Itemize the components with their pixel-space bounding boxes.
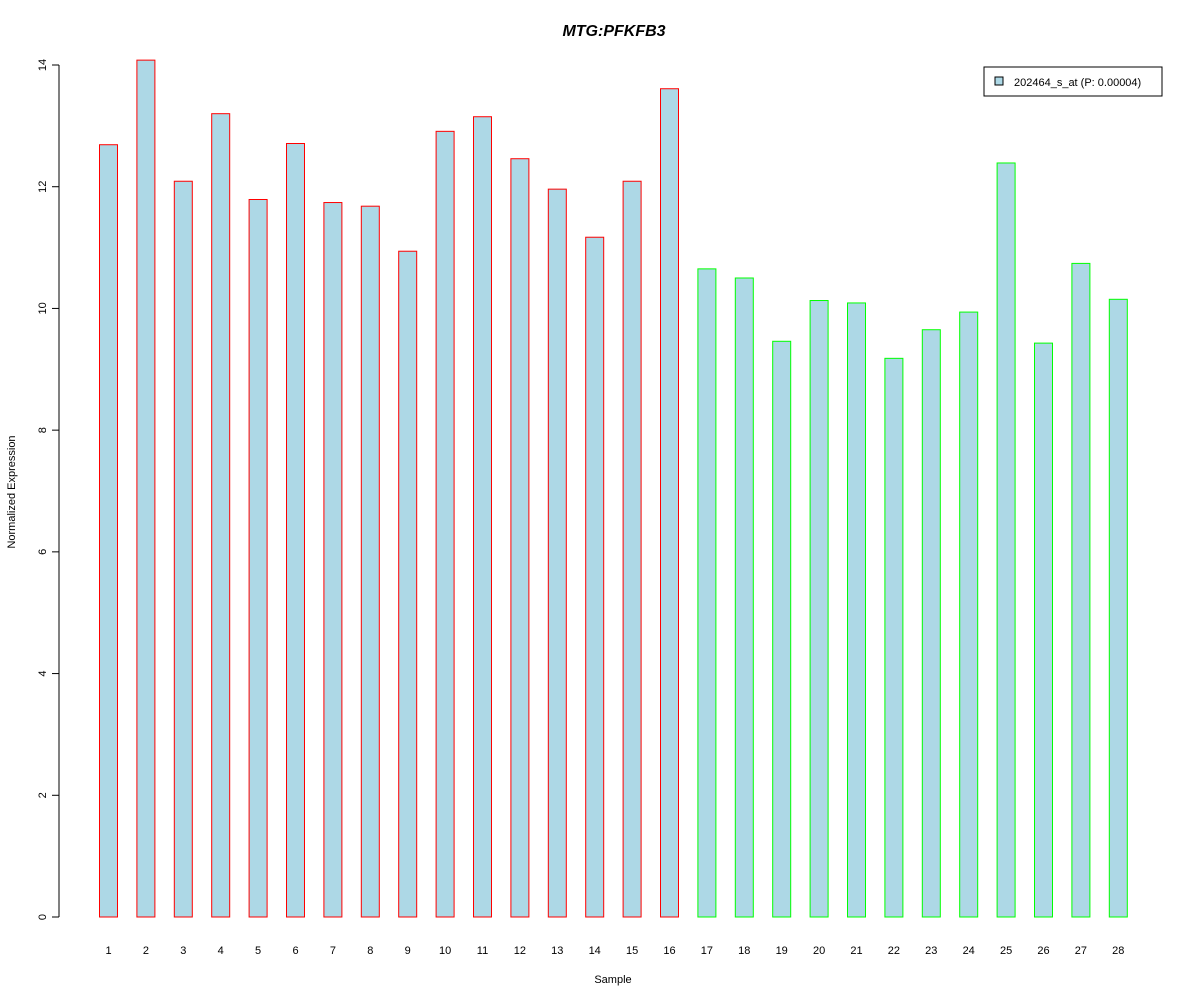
bar-sample-14	[585, 236, 605, 918]
x-tick-label: 9	[405, 945, 411, 957]
bar-sample-28	[1108, 298, 1128, 918]
bar-sample-6	[286, 143, 305, 918]
legend-box	[983, 66, 1163, 97]
x-tick-label: 27	[1075, 945, 1087, 957]
x-tick-label: 22	[888, 945, 900, 957]
x-tick-label: 24	[963, 945, 975, 957]
x-tick-label: 8	[367, 945, 373, 957]
bar-sample-9	[398, 250, 418, 918]
y-tick-label: 14	[37, 59, 49, 71]
x-tick-label: 1	[105, 945, 111, 957]
bar-sample-2	[136, 59, 156, 918]
bar-sample-7	[323, 202, 343, 918]
x-tick-label: 11	[477, 945, 488, 957]
bar-sample-17	[697, 268, 717, 918]
x-tick-label: 16	[663, 945, 675, 957]
bar-sample-11	[473, 116, 492, 918]
y-tick-label: 12	[37, 181, 49, 193]
x-tick-label: 18	[738, 945, 750, 957]
bar-sample-4	[211, 113, 231, 918]
legend: 202464_s_at (P: 0.00004)	[983, 66, 1163, 97]
bar-sample-5	[248, 198, 268, 918]
bar-sample-20	[809, 300, 829, 918]
x-tick-label: 19	[776, 945, 788, 957]
x-tick-label: 4	[218, 945, 224, 957]
x-tick-label: 23	[925, 945, 937, 957]
x-tick-label: 20	[813, 945, 825, 957]
bar-sample-19	[772, 340, 792, 918]
x-tick-label: 25	[1000, 945, 1012, 957]
x-axis-label: Sample	[594, 974, 631, 986]
chart-title: MTG:PFKFB3	[562, 23, 665, 40]
x-tick-label: 10	[439, 945, 451, 957]
bar-sample-26	[1034, 342, 1053, 918]
x-tick-label: 3	[180, 945, 186, 957]
bar-sample-12	[510, 158, 530, 918]
y-tick-label: 8	[37, 427, 49, 433]
bar-sample-24	[959, 311, 979, 918]
bar-sample-21	[847, 302, 866, 918]
y-tick-label: 2	[37, 792, 49, 798]
x-tick-label: 6	[292, 945, 298, 957]
bar-sample-22	[884, 357, 904, 918]
y-tick-label: 10	[37, 302, 49, 314]
legend-swatch	[994, 76, 1004, 86]
x-axis-tick-labels: 1 2 3 4 5 6 7 8 9 10 11 12 13 14 15 16 17 18 19 20 21 22 23 24 2…	[105, 945, 1124, 957]
x-tick-label: 13	[551, 945, 563, 957]
y-tick-label: 0	[37, 914, 49, 920]
x-tick-label: 26	[1037, 945, 1049, 957]
bar-sample-13	[547, 188, 567, 918]
x-tick-label: 14	[589, 945, 601, 957]
bar-sample-16	[660, 88, 679, 918]
bar-sample-8	[360, 205, 380, 918]
bar-sample-23	[921, 329, 941, 918]
x-tick-label: 2	[143, 945, 149, 957]
bar-sample-25	[996, 162, 1016, 918]
y-tick-label: 6	[37, 549, 49, 555]
legend-label: 202464_s_at (P: 0.00004)	[1014, 77, 1141, 89]
bar-sample-27	[1071, 262, 1091, 918]
x-tick-label: 12	[514, 945, 526, 957]
bars-group	[99, 59, 1128, 918]
y-axis-label: Normalized Expression	[6, 435, 18, 548]
x-tick-label: 21	[850, 945, 862, 957]
bar-sample-3	[173, 180, 193, 918]
x-tick-label: 15	[626, 945, 638, 957]
x-tick-label: 28	[1112, 945, 1124, 957]
x-tick-label: 7	[330, 945, 336, 957]
x-tick-label: 5	[255, 945, 261, 957]
bar-sample-15	[622, 180, 642, 918]
bar-sample-1	[99, 144, 118, 918]
bar-sample-10	[435, 130, 455, 918]
x-tick-label: 17	[701, 945, 713, 957]
y-tick-label: 4	[37, 671, 49, 677]
y-axis-ticks: 0 2 4 6 8 10 12 14	[37, 59, 59, 920]
bar-sample-18	[734, 277, 754, 918]
